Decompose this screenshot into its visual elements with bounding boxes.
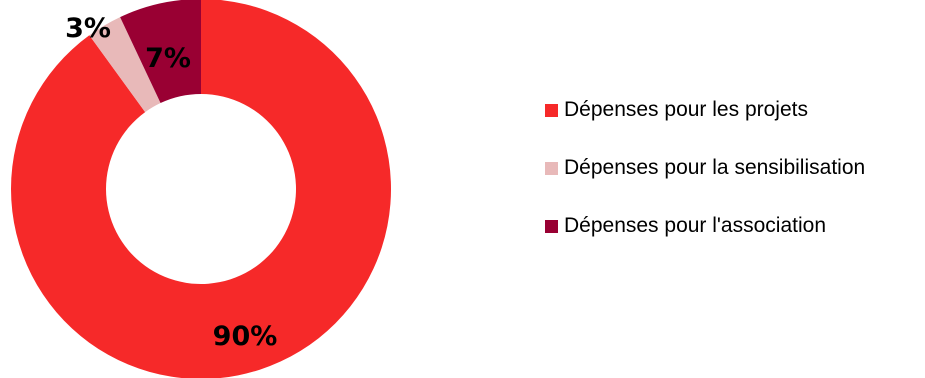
legend-label-association: Dépenses pour l'association [564,214,826,237]
data-labels: 90% 3% 7% [65,13,277,352]
legend-swatch-projets [545,103,558,117]
donut-slice-projets [11,0,391,378]
legend-item-sensibilisation: Dépenses pour la sensibilisation [545,155,865,181]
donut-slice-association [120,0,201,104]
legend-label-sensibilisation: Dépenses pour la sensibilisation [564,156,866,179]
legend-item-projets: Dépenses pour les projets [545,97,865,123]
data-label-projets: 90% [213,321,278,352]
chart-legend: Dépenses pour les projets Dépenses pour … [545,97,865,271]
data-label-association: 7% [145,43,191,74]
legend-item-association: Dépenses pour l'association [545,213,865,239]
legend-swatch-association [545,219,558,233]
legend-swatch-sensibilisation [545,161,558,175]
donut-slice-sensibilisation [89,17,161,113]
data-label-sensibilisation: 3% [65,13,111,44]
legend-label-projets: Dépenses pour les projets [564,98,808,121]
donut-slices [11,0,391,378]
